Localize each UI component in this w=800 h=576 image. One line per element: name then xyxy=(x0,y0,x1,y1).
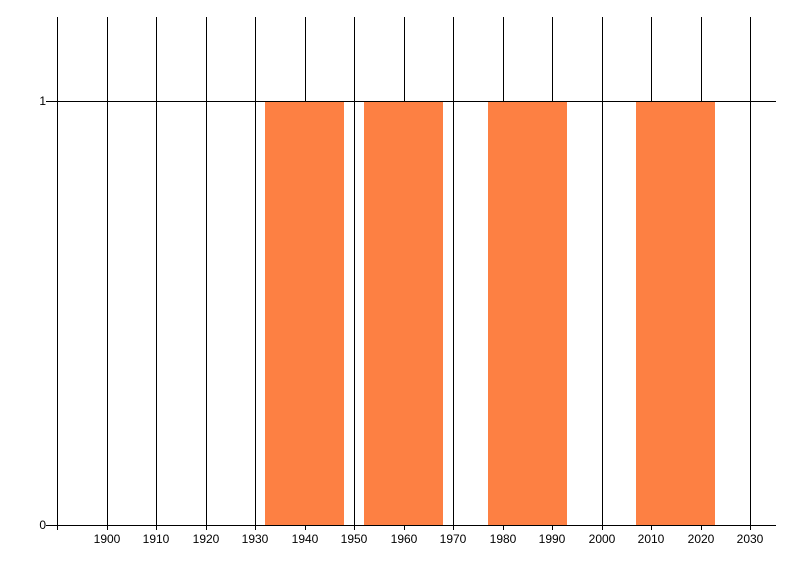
y-tick-label-0: 0 xyxy=(39,518,46,532)
y-gridline-1 xyxy=(46,101,776,102)
x-tick-label-2010: 2010 xyxy=(637,532,665,546)
x-tick-label-1980: 1980 xyxy=(489,532,517,546)
x-gridline-1950 xyxy=(353,17,355,530)
x-gridline-2030 xyxy=(749,17,751,530)
x-tick-label-1920: 1920 xyxy=(192,532,220,546)
x-gridline-1900 xyxy=(106,17,108,530)
x-tick-label-2030: 2030 xyxy=(736,532,764,546)
x-gridline-1920 xyxy=(205,17,207,530)
x-gridline-1970 xyxy=(452,17,454,530)
x-axis-line xyxy=(46,525,776,526)
x-tick-label-1910: 1910 xyxy=(142,532,170,546)
x-tick-label-1970: 1970 xyxy=(439,532,467,546)
x-gridline-1890 xyxy=(56,17,58,530)
x-tick-label-1960: 1960 xyxy=(390,532,418,546)
x-tick-label-1990: 1990 xyxy=(538,532,566,546)
x-tick-label-2000: 2000 xyxy=(588,532,616,546)
x-tick-label-1930: 1930 xyxy=(241,532,269,546)
bar-1932-1948 xyxy=(265,102,344,525)
bar-2007-2023 xyxy=(636,102,715,525)
x-tick-label-1940: 1940 xyxy=(291,532,319,546)
x-gridline-2000 xyxy=(601,17,603,530)
x-tick-label-1950: 1950 xyxy=(340,532,368,546)
bar-1977-1993 xyxy=(488,102,567,525)
bar-1952-1968 xyxy=(364,102,443,525)
x-gridline-1930 xyxy=(254,17,256,530)
x-tick-label-2020: 2020 xyxy=(687,532,715,546)
y-tick-label-1: 1 xyxy=(39,94,46,108)
x-gridline-1910 xyxy=(155,17,157,530)
x-tick-label-1900: 1900 xyxy=(93,532,121,546)
